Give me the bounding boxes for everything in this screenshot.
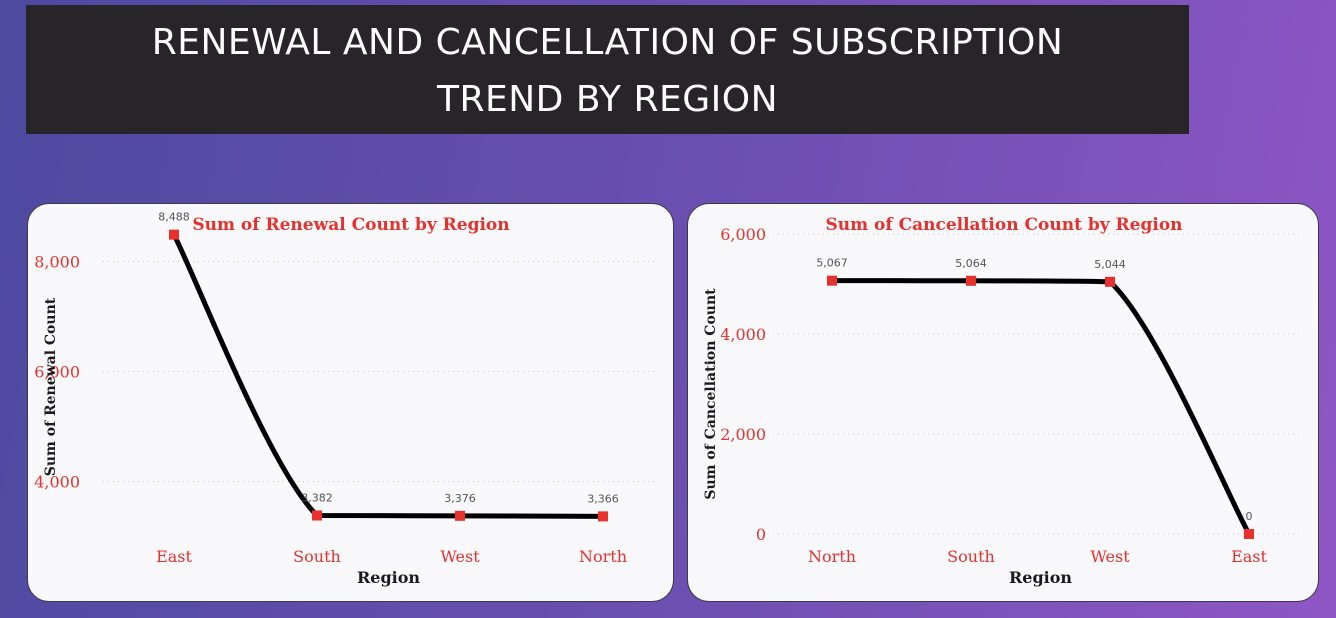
series-line [171, 232, 606, 519]
x-axis-label: Region [357, 568, 420, 587]
renewal-line-chart: Sum of Renewal Count by Region 4,000 6,000… [34, 211, 658, 587]
x-tick-label: North [808, 547, 856, 566]
data-point [1244, 529, 1254, 539]
data-label: 8,488 [158, 211, 190, 224]
data-point [598, 511, 608, 522]
x-tick-label: East [156, 547, 192, 566]
y-tick-label: 6,000 [720, 225, 766, 244]
renewal-chart-card: Sum of Renewal Count by Region 4,000 6,000… [27, 203, 674, 602]
x-tick-label: South [293, 547, 341, 566]
data-label: 3,366 [587, 492, 619, 505]
data-label: 5,067 [816, 257, 848, 270]
y-axis-label: Sum of Cancellation Count [703, 288, 719, 500]
data-point [169, 229, 179, 240]
cancellation-line-chart: Sum of Cancellation Count by Region 0 2,00… [703, 215, 1303, 587]
data-label: 3,376 [444, 492, 476, 505]
x-axis-label: Region [1009, 568, 1072, 587]
chart-title: Sum of Renewal Count by Region [192, 215, 509, 235]
cancellation-chart-card: Sum of Cancellation Count by Region 0 2,00… [687, 203, 1319, 602]
y-tick-label: 2,000 [720, 425, 766, 444]
y-tick-label: 4,000 [720, 325, 766, 344]
data-point [966, 275, 976, 286]
dashboard-title: RENEWAL AND CANCELLATION OF SUBSCRIPTION… [26, 5, 1189, 134]
x-tick-label: East [1231, 547, 1267, 566]
data-point [827, 275, 837, 286]
series-line [829, 278, 1252, 537]
y-tick-label: 8,000 [34, 253, 80, 272]
chart-title: Sum of Cancellation Count by Region [825, 215, 1182, 235]
dashboard-title-line-2: TREND BY REGION [436, 79, 779, 120]
x-tick-label: North [579, 547, 627, 566]
y-tick-label: 0 [756, 525, 766, 544]
data-label: 5,044 [1094, 258, 1126, 271]
data-label: 5,064 [955, 257, 987, 270]
data-point [312, 510, 322, 521]
data-label: 3,382 [301, 491, 333, 504]
y-axis-label: Sum of Renewal Count [43, 297, 59, 476]
dashboard-title-line-1: RENEWAL AND CANCELLATION OF SUBSCRIPTION [151, 22, 1064, 63]
y-tick-label: 6,000 [34, 363, 80, 382]
x-tick-label: West [440, 547, 480, 566]
data-label: 0 [1246, 510, 1253, 523]
x-tick-label: West [1090, 547, 1130, 566]
data-point [1105, 276, 1115, 287]
data-point [455, 510, 465, 521]
y-tick-label: 4,000 [34, 473, 80, 492]
x-tick-label: South [947, 547, 995, 566]
